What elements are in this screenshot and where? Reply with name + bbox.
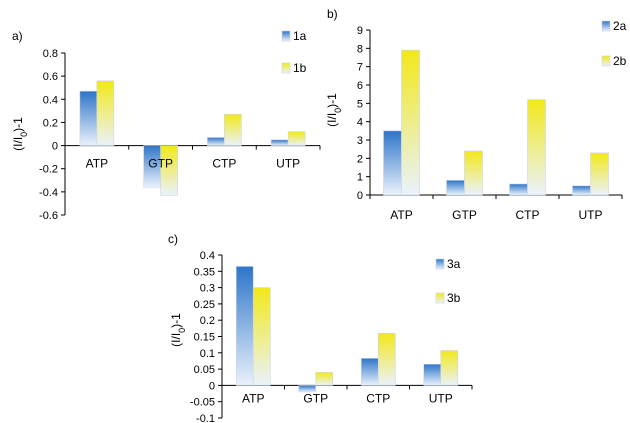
y-tick-label: -0.6 — [39, 210, 58, 222]
y-tick-label: 0.15 — [194, 332, 215, 344]
category-label: ATP — [390, 208, 412, 222]
y-tick-label: 0 — [209, 380, 215, 392]
legend-swatch-2b — [601, 55, 611, 67]
panel-label: b) — [327, 7, 338, 21]
y-tick-label: 0.05 — [194, 364, 215, 376]
category-label: ATP — [242, 391, 264, 405]
y-tick-label: 0 — [357, 190, 363, 202]
category-label: CTP — [516, 208, 540, 222]
category-label: UTP — [276, 157, 300, 171]
bar-3a-atp — [235, 266, 254, 386]
y-axis-title: (I/I0)-1 — [169, 313, 187, 347]
y-tick-label: 7 — [357, 62, 363, 74]
y-tick-label: 0.6 — [43, 71, 58, 83]
legend-label: 1a — [293, 29, 307, 43]
legend-swatch-2a — [601, 20, 611, 32]
y-tick-label: 8 — [357, 43, 363, 55]
bar-3a-utp — [423, 363, 442, 386]
y-tick-label: 0.4 — [200, 250, 215, 262]
bar-2b-utp — [590, 152, 609, 196]
y-tick-label: -0.1 — [196, 413, 215, 423]
bar-3b-gtp — [315, 372, 334, 386]
legend-label: 2a — [613, 19, 627, 33]
y-tick-label: 1 — [357, 172, 363, 184]
y-tick-label: 0.25 — [194, 299, 215, 311]
bar-2b-atp — [401, 49, 420, 196]
bar-3a-gtp — [298, 385, 317, 393]
bar-3b-utp — [440, 350, 459, 386]
bar-3b-atp — [252, 287, 271, 386]
y-tick-label: 4 — [357, 117, 363, 129]
y-tick-label: 0 — [52, 141, 58, 153]
bar-1b-atp — [96, 80, 115, 146]
y-tick-label: 9 — [357, 25, 363, 37]
category-label: UTP — [429, 391, 453, 405]
bar-2b-gtp — [464, 150, 483, 196]
y-tick-label: 5 — [357, 98, 363, 110]
y-tick-label: 0.3 — [200, 283, 215, 295]
bar-2a-ctp — [509, 183, 528, 196]
panel-label: a) — [12, 29, 23, 43]
category-label: GTP — [303, 391, 328, 405]
legend-swatch-1b — [281, 62, 291, 74]
category-label: GTP — [148, 157, 173, 171]
bar-1a-atp — [79, 90, 98, 146]
legend-swatch-3b — [435, 292, 445, 304]
category-label: CTP — [366, 391, 390, 405]
y-tick-label: 0.4 — [43, 94, 58, 106]
y-tick-label: 0.2 — [43, 117, 58, 129]
legend-label: 3a — [447, 257, 461, 271]
y-tick-label: 0.2 — [200, 315, 215, 327]
y-tick-label: -0.4 — [39, 187, 58, 199]
bar-1b-ctp — [224, 114, 242, 146]
bar-3b-ctp — [377, 332, 396, 386]
y-axis-title: (I/I0)-1 — [11, 117, 29, 151]
legend-swatch-1a — [281, 30, 291, 42]
legend-label: 3b — [447, 291, 461, 305]
y-axis-title: (I/I0)-1 — [325, 93, 343, 127]
bar-2a-gtp — [446, 180, 465, 196]
legend-label: 2b — [613, 54, 627, 68]
y-tick-label: 3 — [357, 135, 363, 147]
category-label: ATP — [86, 157, 108, 171]
bar-2a-atp — [383, 130, 402, 196]
y-tick-label: 6 — [357, 80, 363, 92]
legend-label: 1b — [293, 61, 307, 75]
bar-1a-ctp — [207, 137, 225, 146]
y-tick-label: -0.05 — [190, 397, 215, 409]
panel-label: c) — [168, 232, 178, 246]
category-label: CTP — [212, 157, 236, 171]
bar-1a-utp — [270, 139, 289, 146]
legend-swatch-3a — [435, 258, 445, 270]
bar-1b-gtp — [160, 145, 178, 196]
bar-1b-utp — [287, 131, 306, 146]
bar-2a-utp — [572, 185, 591, 196]
y-tick-label: 2 — [357, 153, 363, 165]
category-label: GTP — [452, 208, 477, 222]
bar-3a-ctp — [360, 358, 379, 386]
category-label: UTP — [579, 208, 603, 222]
y-tick-label: 0.35 — [194, 266, 215, 278]
y-tick-label: 0.8 — [43, 48, 58, 60]
bar-2b-ctp — [527, 99, 546, 196]
y-tick-label: -0.2 — [39, 164, 58, 176]
y-tick-label: 0.1 — [200, 348, 215, 360]
